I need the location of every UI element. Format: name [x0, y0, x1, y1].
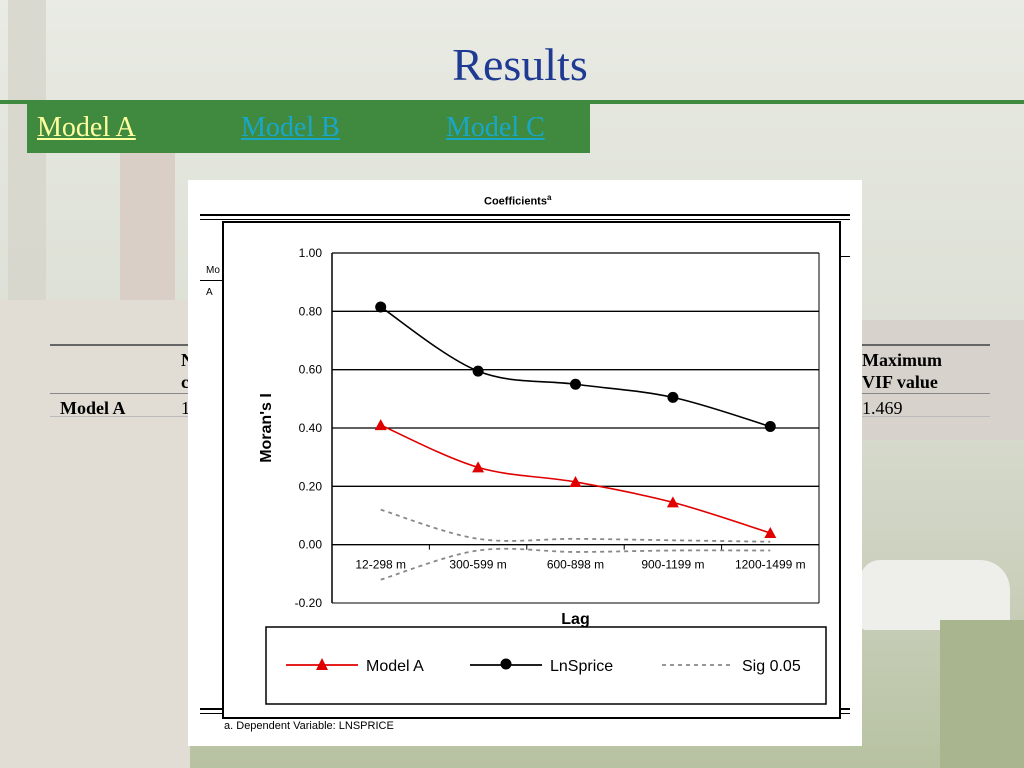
legend-box — [265, 626, 827, 705]
data-point-lnsprice — [375, 301, 387, 313]
legend-marker-triangle — [316, 658, 328, 670]
tab-model-a[interactable]: Model A — [37, 112, 136, 143]
slide-title: Results — [452, 39, 588, 90]
coefficients-model-rule — [200, 280, 230, 281]
legend-label: Sig 0.05 — [742, 658, 801, 675]
x-tick-label: 900-1199 m — [641, 558, 704, 572]
data-point-model-a — [764, 527, 777, 538]
chart-svg: -0.20 0.00 0.20 0.40 0.60 0.80 1.00 12-298 m 300… — [258, 246, 827, 705]
data-point-lnsprice — [764, 421, 776, 433]
y-tick-label: 1.00 — [299, 246, 323, 260]
series-line-lnsprice — [380, 306, 771, 428]
coefficients-title: Coefficientsa — [484, 193, 552, 208]
background-car — [860, 560, 1010, 630]
background-house — [0, 300, 190, 768]
summary-row-vif: 1.469 — [862, 398, 903, 418]
morans-i-chart: -0.20 0.00 0.20 0.40 0.60 0.80 1.00 12-298 m 300… — [222, 221, 841, 719]
x-tick-label: 300-599 m — [449, 558, 506, 572]
x-axis-title: Lag — [561, 611, 589, 628]
data-point-lnsprice — [472, 365, 484, 377]
data-point-lnsprice — [570, 378, 581, 390]
data-point-model-a — [569, 475, 582, 487]
x-tick-label: 1200-1499 m — [735, 558, 806, 572]
title-rule — [0, 100, 1024, 104]
y-axis-title: Moran's I — [258, 393, 275, 463]
summary-header-vif: Maximum — [862, 350, 942, 370]
legend-label: Model A — [366, 658, 424, 675]
y-tick-label: -0.20 — [295, 596, 323, 610]
background-tree — [940, 620, 1024, 768]
summary-row-label: Model A — [60, 398, 126, 418]
y-tick-label: 0.40 — [299, 421, 323, 435]
legend-marker-circle — [500, 658, 512, 670]
data-point-model-a — [666, 496, 679, 508]
legend-label: LnSprice — [550, 658, 613, 675]
data-point-model-a — [374, 419, 387, 431]
y-tick-label: 0.20 — [299, 479, 323, 493]
summary-header-vif-line2: VIF value — [862, 372, 938, 392]
coefficients-top-rule-2 — [200, 219, 850, 220]
tab-model-c[interactable]: Model C — [446, 112, 545, 143]
y-tick-label: 0.00 — [299, 538, 323, 552]
coefficients-footnote: a. Dependent Variable: LNSPRICE — [224, 720, 394, 732]
y-tick-label: 0.80 — [299, 304, 323, 318]
coefficients-model-val: A — [206, 287, 213, 298]
data-point-lnsprice — [667, 391, 679, 403]
x-tick-label: 12-298 m — [355, 558, 406, 572]
model-tab-bar: Model A Model B Model C — [27, 104, 590, 153]
tab-model-b[interactable]: Model B — [241, 112, 340, 143]
coefficients-top-rule — [200, 214, 850, 216]
data-point-model-a — [472, 461, 485, 473]
coefficients-model-col: Mo — [206, 265, 220, 276]
background-roof — [860, 320, 1024, 440]
y-tick-label: 0.60 — [299, 363, 323, 377]
x-tick-label: 600-898 m — [547, 558, 604, 572]
